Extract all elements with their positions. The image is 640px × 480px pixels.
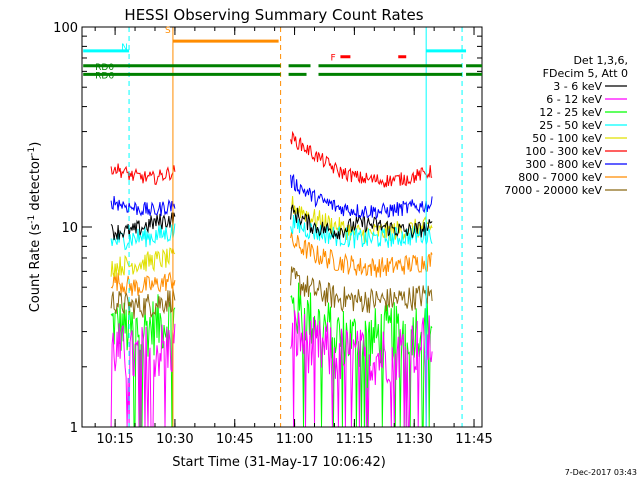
x-tick-label: 10:15 — [96, 432, 133, 447]
series-line — [290, 204, 433, 240]
series-300-800keV — [110, 173, 433, 221]
series-line — [110, 288, 176, 319]
series-line — [290, 266, 433, 314]
y-tick-label: 1 — [70, 421, 78, 436]
legend-entry-label: 12 - 25 keV — [539, 106, 602, 119]
series-line — [290, 214, 433, 249]
series-line — [290, 231, 433, 278]
legend-entry-label: 7000 - 20000 keV — [504, 184, 602, 197]
series-line — [110, 163, 176, 186]
series-3-6keV — [110, 204, 433, 241]
series-line — [110, 247, 176, 277]
y-tick-label: 100 — [53, 21, 78, 36]
x-tick-label: 10:30 — [156, 432, 193, 447]
x-tick-label: 11:30 — [395, 432, 432, 447]
plot-area — [110, 27, 463, 428]
x-tick-label: 10:45 — [216, 432, 253, 447]
legend-header: Det 1,3,6, — [573, 54, 628, 67]
series-800-7000keV — [110, 231, 433, 296]
date-stamp: 7-Dec-2017 03:43 — [565, 468, 637, 477]
x-axis-label: Start Time (31-May-17 10:06:42) — [172, 455, 386, 470]
chart-title: HESSI Observing Summary Count Rates — [124, 6, 423, 24]
legend-entry-label: 6 - 12 keV — [546, 93, 602, 106]
axes: 10:15 10:30 10:45 11:00 11:15 11:30 11:45 1 10 10… — [53, 21, 493, 447]
legend-header: FDecim 5, Att 0 — [543, 67, 628, 80]
legend-entry-label: 300 - 800 keV — [525, 158, 602, 171]
legend-entry-label: 25 - 50 keV — [539, 119, 602, 132]
y-axis-label: Count Rate (s-1 detector-1) — [27, 142, 43, 313]
flag-rd6-label: RD6 — [95, 71, 114, 81]
x-tick-label: 11:00 — [276, 432, 313, 447]
series-7000-20000keV — [110, 266, 433, 319]
x-tick-label: 11:45 — [455, 432, 492, 447]
series-line — [290, 130, 433, 188]
flag-n-label: N — [121, 43, 128, 53]
series-line — [110, 195, 176, 217]
flag-f-label: F — [330, 54, 335, 64]
flag-rd0-label: RD0 — [95, 63, 114, 73]
legend-entry-label: 50 - 100 keV — [532, 132, 602, 145]
y-tick-label: 10 — [61, 221, 78, 236]
x-tick-label: 11:15 — [336, 432, 373, 447]
legend-entry-label: 100 - 300 keV — [525, 145, 602, 158]
series-line — [110, 212, 176, 241]
legend-entry-label: 3 - 6 keV — [553, 80, 602, 93]
series-line — [110, 271, 176, 296]
flag-s-label: S — [165, 26, 171, 36]
series-line — [290, 173, 433, 221]
legend-entry-label: 800 - 7000 keV — [518, 171, 602, 184]
series-line — [110, 323, 176, 428]
series-100-300keV — [110, 130, 433, 188]
